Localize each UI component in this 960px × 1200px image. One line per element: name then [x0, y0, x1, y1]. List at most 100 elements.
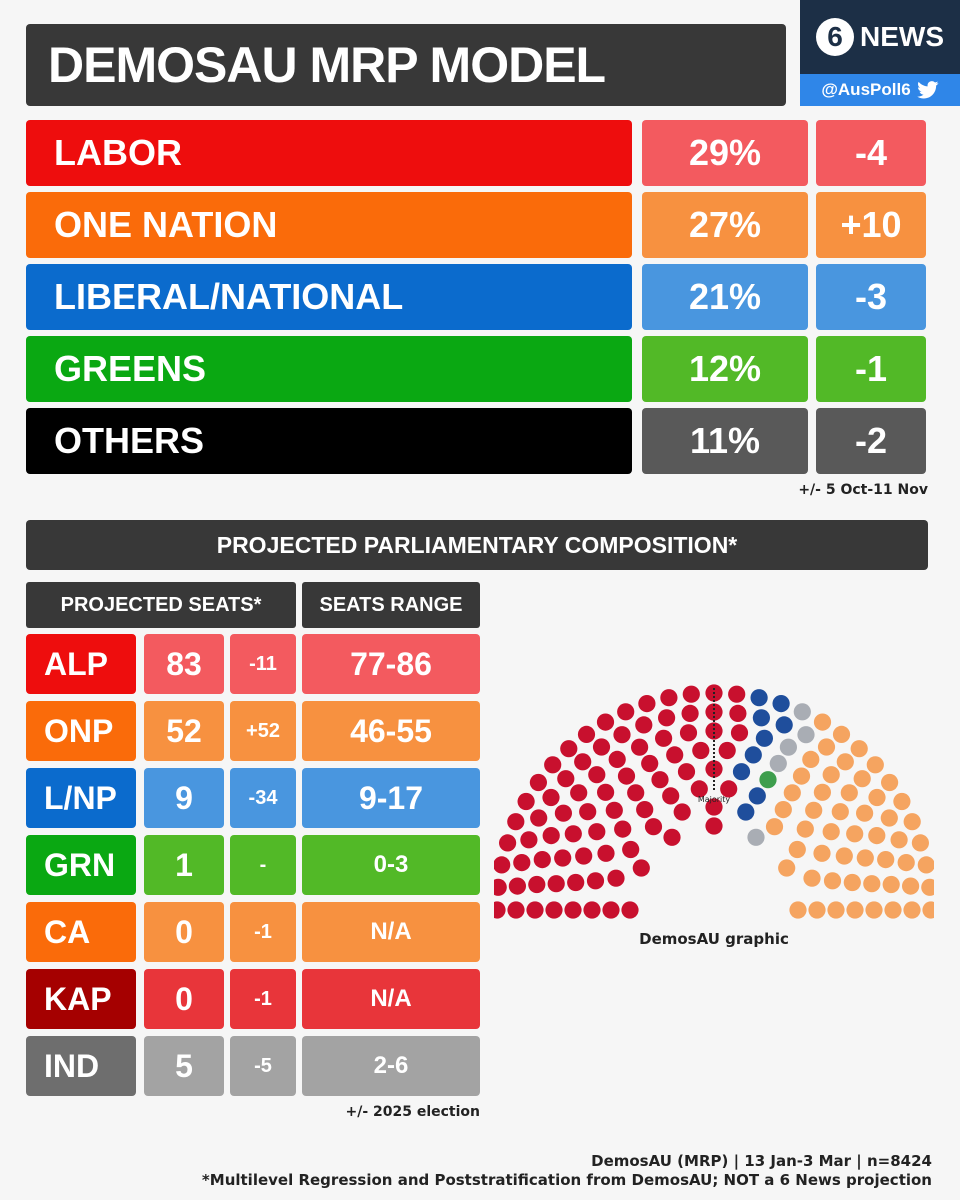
seat-dot	[705, 817, 723, 835]
brand-logo-text: NEWS	[860, 21, 944, 52]
seat-dot	[803, 869, 821, 887]
seat-dot	[608, 750, 626, 768]
projected-seats: 0	[144, 902, 224, 962]
seat-dot	[567, 873, 585, 892]
seat-dot	[732, 763, 751, 781]
seat-dot	[617, 767, 636, 785]
six-news-logo-icon: 6	[816, 18, 854, 56]
seat-dot	[596, 713, 615, 731]
vote-change: -2	[816, 408, 926, 474]
seat-dot	[835, 847, 853, 865]
projected-seats: 83	[144, 634, 224, 694]
seat-dot	[564, 825, 582, 843]
seat-dot	[856, 849, 874, 867]
seat-dot	[644, 818, 663, 836]
seat-dot	[494, 856, 511, 874]
seat-dot	[903, 901, 921, 919]
seat-dot	[813, 713, 832, 731]
seat-dot	[631, 738, 649, 756]
seat-dot	[526, 901, 544, 919]
seat-dot	[658, 709, 676, 727]
seat-dot	[592, 738, 611, 756]
seat-dot	[865, 901, 883, 919]
seats-range: 9-17	[302, 768, 480, 828]
seat-change: -1	[230, 902, 296, 962]
seat-dot	[597, 783, 615, 801]
seat-dot	[922, 901, 934, 919]
seat-dot	[542, 788, 560, 807]
seat-dot	[720, 780, 738, 798]
seat-dot	[822, 823, 840, 841]
seat-dot	[528, 875, 546, 894]
seats-range: N/A	[302, 902, 480, 962]
party-abbr: ALP	[26, 634, 136, 694]
seat-dot	[662, 787, 680, 805]
seat-dot	[679, 724, 698, 742]
seat-dot	[877, 851, 895, 869]
seat-dot	[530, 809, 548, 827]
seat-dot	[663, 828, 681, 846]
seat-dot	[575, 847, 593, 865]
seat-dot	[621, 901, 639, 919]
party-name: LIBERAL/NATIONAL	[26, 264, 632, 330]
seat-dot	[542, 827, 560, 845]
seats-range: 0-3	[302, 835, 480, 895]
majority-label: Majority	[698, 795, 731, 804]
seats-range: 46-55	[302, 701, 480, 761]
seat-dot	[560, 740, 578, 758]
seat-dot	[718, 741, 736, 760]
seat-dot	[635, 716, 653, 734]
twitter-handle: @AusPoll6	[821, 80, 911, 99]
seat-dot	[513, 854, 531, 872]
seat-dot	[863, 875, 881, 893]
seat-change: -5	[230, 1036, 296, 1096]
brand-logo: 6 NEWS @AusPoll6	[800, 0, 960, 106]
seat-dot	[737, 803, 755, 821]
seat-dot	[586, 872, 605, 890]
seat-dot	[788, 840, 806, 859]
seat-dot	[641, 754, 659, 773]
party-abbr: CA	[26, 902, 136, 962]
vote-percentage: 27%	[642, 192, 808, 258]
seat-dot	[705, 798, 723, 816]
hemicycle-chart: Majority	[494, 684, 934, 919]
seat-dot	[823, 872, 842, 890]
seat-dot	[890, 831, 908, 849]
seats-range: 77-86	[302, 634, 480, 694]
seat-dot	[494, 878, 507, 896]
seat-dot	[617, 703, 635, 721]
seat-dot	[583, 901, 601, 919]
seat-change: -1	[230, 969, 296, 1029]
page-title: DEMOSAU MRP MODEL	[26, 24, 786, 106]
seat-dot	[544, 756, 562, 774]
seat-dot	[529, 773, 547, 792]
vote-percentage: 11%	[642, 408, 808, 474]
vote-change-note: +/- 5 Oct-11 Nov	[798, 482, 928, 498]
seat-dot	[856, 804, 874, 822]
seat-dot	[666, 746, 684, 764]
vote-percentage: 29%	[642, 120, 808, 186]
seat-dot	[574, 753, 592, 771]
seat-dot	[554, 804, 572, 822]
seat-dot	[614, 820, 632, 838]
seat-dot	[866, 756, 884, 774]
seat-dot	[868, 827, 886, 845]
seat-dot	[850, 740, 868, 758]
seat-dot	[677, 763, 696, 781]
seat-dot	[759, 771, 777, 789]
seat-dot	[632, 859, 650, 877]
projected-seats-header: PROJECTED SEATS*	[26, 582, 296, 628]
seats-range: 2-6	[302, 1036, 480, 1096]
seat-dot	[547, 875, 565, 893]
projected-seats: 1	[144, 835, 224, 895]
seat-dot	[783, 784, 801, 802]
seat-dot	[744, 746, 762, 764]
seat-dot	[557, 770, 575, 788]
brand-handle: @AusPoll6	[800, 74, 960, 106]
seat-dot	[705, 722, 723, 740]
seat-dot	[813, 844, 831, 862]
seat-dot	[660, 689, 678, 707]
seat-dot	[651, 771, 669, 789]
seat-dot	[789, 901, 807, 919]
seat-dot	[822, 766, 840, 784]
